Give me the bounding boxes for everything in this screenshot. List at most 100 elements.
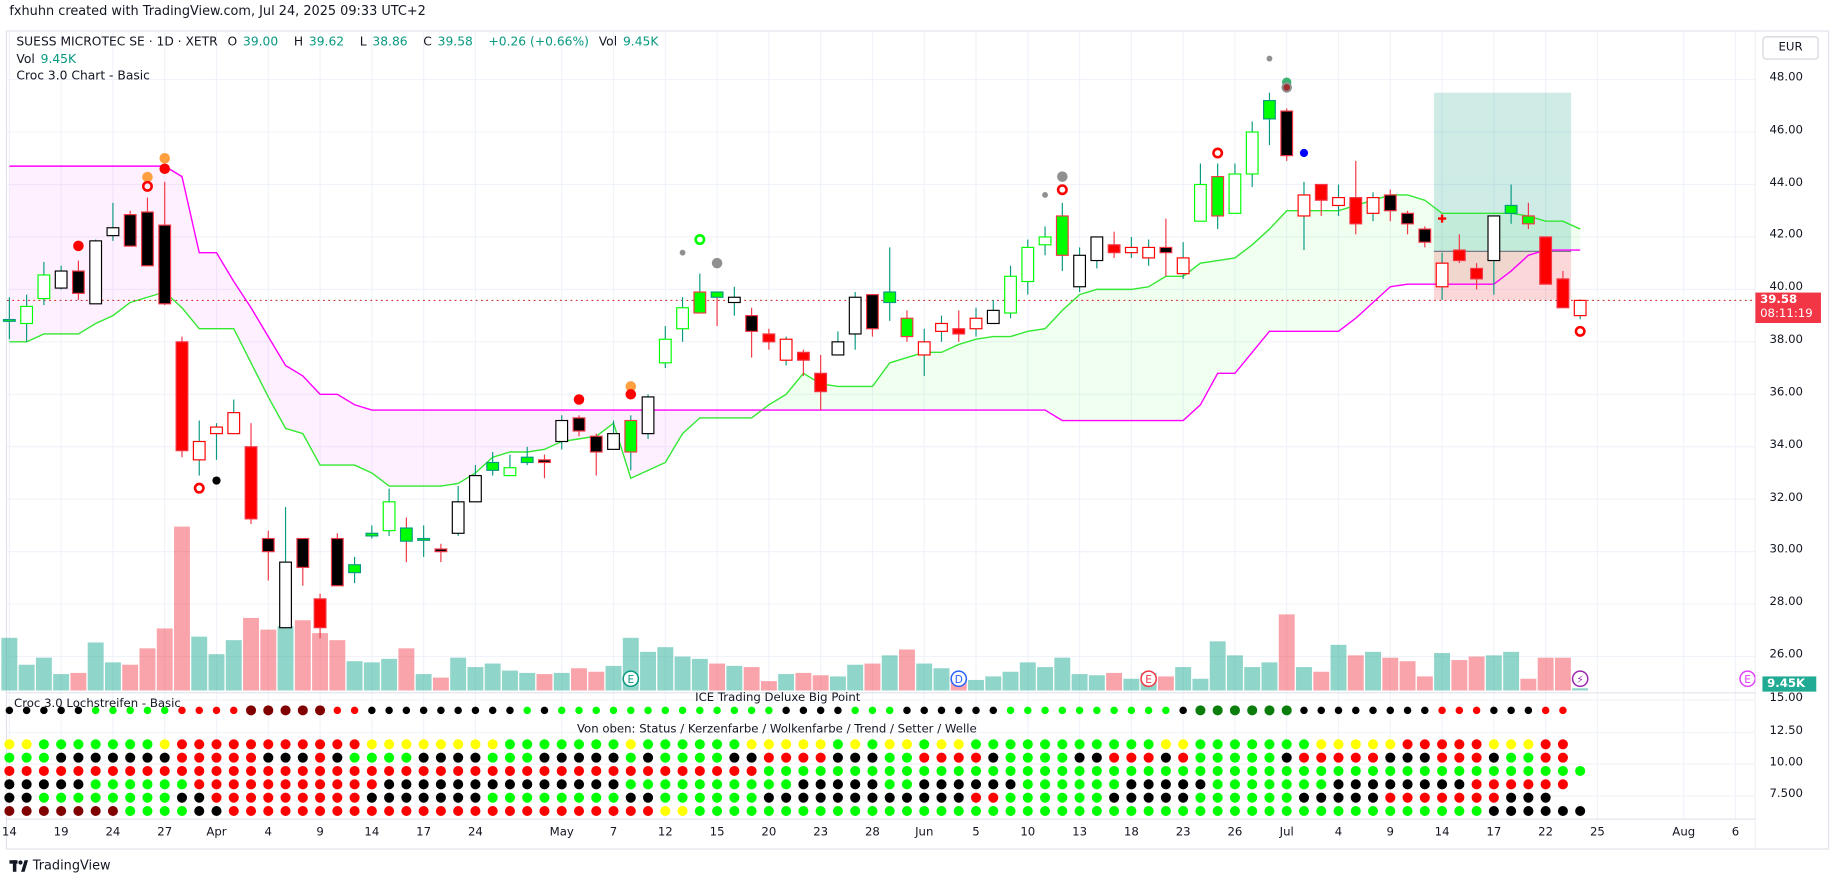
- volume-bar: [18, 664, 35, 691]
- status-dot: [729, 752, 740, 763]
- price-axis-label: 32.00: [1769, 490, 1803, 504]
- volume-bar: [501, 670, 518, 691]
- status-dot: [366, 752, 377, 763]
- candle: [727, 286, 741, 316]
- volume-bar: [1261, 662, 1278, 691]
- candle: [37, 261, 51, 306]
- status-dot: [989, 706, 998, 715]
- status-dot: [470, 805, 481, 817]
- status-dot: [349, 752, 360, 763]
- cloud-fill: [1562, 221, 1581, 251]
- volume-bar: [1, 637, 18, 691]
- candle-body: [848, 296, 862, 335]
- status-dot: [677, 792, 688, 803]
- status-dot: [384, 752, 395, 763]
- status-dot: [384, 805, 395, 817]
- candle: [848, 292, 862, 350]
- status-dot: [1523, 779, 1534, 790]
- status-dot: [142, 805, 153, 817]
- signal-dot-icon: [679, 249, 686, 256]
- date-axis-label: 10: [1020, 826, 1036, 840]
- status-dot: [1143, 805, 1154, 817]
- price-axis-label: 30.00: [1769, 543, 1803, 557]
- candle-body: [54, 270, 68, 289]
- status-dot: [263, 752, 274, 763]
- cloud-fill: [1217, 257, 1235, 374]
- candle-body: [348, 564, 362, 574]
- status-dot: [228, 765, 239, 777]
- status-dot: [280, 752, 291, 763]
- volume-bar: [1106, 672, 1123, 691]
- event-marker-icon[interactable]: E: [1739, 670, 1756, 688]
- volume-bar: [657, 647, 674, 691]
- candle-body: [1073, 254, 1087, 288]
- candle: [762, 328, 776, 350]
- status-dot: [487, 765, 498, 777]
- status-dot: [970, 752, 982, 763]
- status-dot: [747, 706, 756, 715]
- volume-bar: [1365, 651, 1381, 691]
- candle: [693, 273, 707, 314]
- status-dot: [677, 805, 688, 817]
- cloud-fill: [1303, 210, 1322, 332]
- volume-bar: [70, 672, 87, 691]
- event-marker-icon[interactable]: ⚡: [1571, 670, 1589, 688]
- current-price: 39.58: [1760, 293, 1798, 307]
- status-dot: [522, 805, 533, 817]
- status-dot: [1316, 805, 1327, 817]
- status-dot: [1264, 752, 1275, 763]
- status-dot: [901, 739, 912, 750]
- status-dot: [1160, 752, 1171, 763]
- volume-bar: [484, 663, 501, 691]
- legend-volume-row[interactable]: Vol 9.45K: [16, 51, 670, 68]
- cloud-fill: [9, 166, 27, 342]
- event-marker-icon[interactable]: E: [1140, 670, 1157, 688]
- status-dot: [297, 705, 308, 716]
- chart-canvas[interactable]: E D E ⚡ E: [0, 0, 1756, 849]
- candle-body: [866, 294, 879, 330]
- cloud-fill: [906, 352, 925, 411]
- candle-body: [900, 317, 914, 338]
- cloud-fill: [440, 410, 459, 487]
- event-marker-icon[interactable]: E: [622, 670, 640, 688]
- pane-title-left[interactable]: Croc 3.0 Lochstreifen - Basic: [14, 697, 181, 711]
- candle-body: [762, 333, 776, 343]
- status-dot: [506, 706, 514, 715]
- cloud-fill: [958, 339, 977, 411]
- status-dot: [832, 739, 843, 750]
- status-dot: [867, 752, 878, 763]
- candle-body: [451, 501, 465, 534]
- status-dot: [1559, 706, 1567, 715]
- date-axis-label: 20: [761, 826, 777, 840]
- volume-bar: [1157, 676, 1174, 691]
- signal-dot-icon: [625, 381, 637, 392]
- status-dot: [384, 739, 395, 750]
- status-dot: [160, 706, 169, 715]
- status-dot: [1110, 706, 1118, 715]
- status-dot: [176, 752, 188, 763]
- legend-indicator-row[interactable]: Croc 3.0 Chart - Basic: [16, 68, 670, 85]
- currency-button[interactable]: EUR: [1762, 36, 1819, 60]
- candle-body: [141, 211, 154, 267]
- status-dot: [1022, 779, 1033, 790]
- status-dot: [228, 779, 239, 790]
- status-dot: [1091, 752, 1102, 763]
- cloud-fill: [302, 375, 321, 466]
- symbol-title[interactable]: SUESS MICROTEC SE · 1D · XETR: [16, 35, 218, 50]
- pane-title-center[interactable]: ICE Trading Deluxe Big Point: [695, 691, 861, 705]
- event-marker-icon[interactable]: D: [950, 670, 968, 688]
- candle-body: [382, 501, 396, 532]
- status-dot: [1212, 805, 1223, 817]
- status-dot: [884, 765, 895, 777]
- candle: [710, 291, 724, 327]
- status-dot: [228, 752, 239, 763]
- status-dot: [763, 779, 774, 790]
- cloud-fill: [1373, 194, 1391, 303]
- high-number: 39.62: [308, 35, 345, 50]
- status-dot: [470, 792, 481, 803]
- status-dot: [384, 765, 395, 777]
- signal-dot-icon: [212, 476, 221, 485]
- cloud-fill: [682, 410, 700, 434]
- status-dot: [470, 752, 481, 763]
- candle: [1487, 215, 1501, 295]
